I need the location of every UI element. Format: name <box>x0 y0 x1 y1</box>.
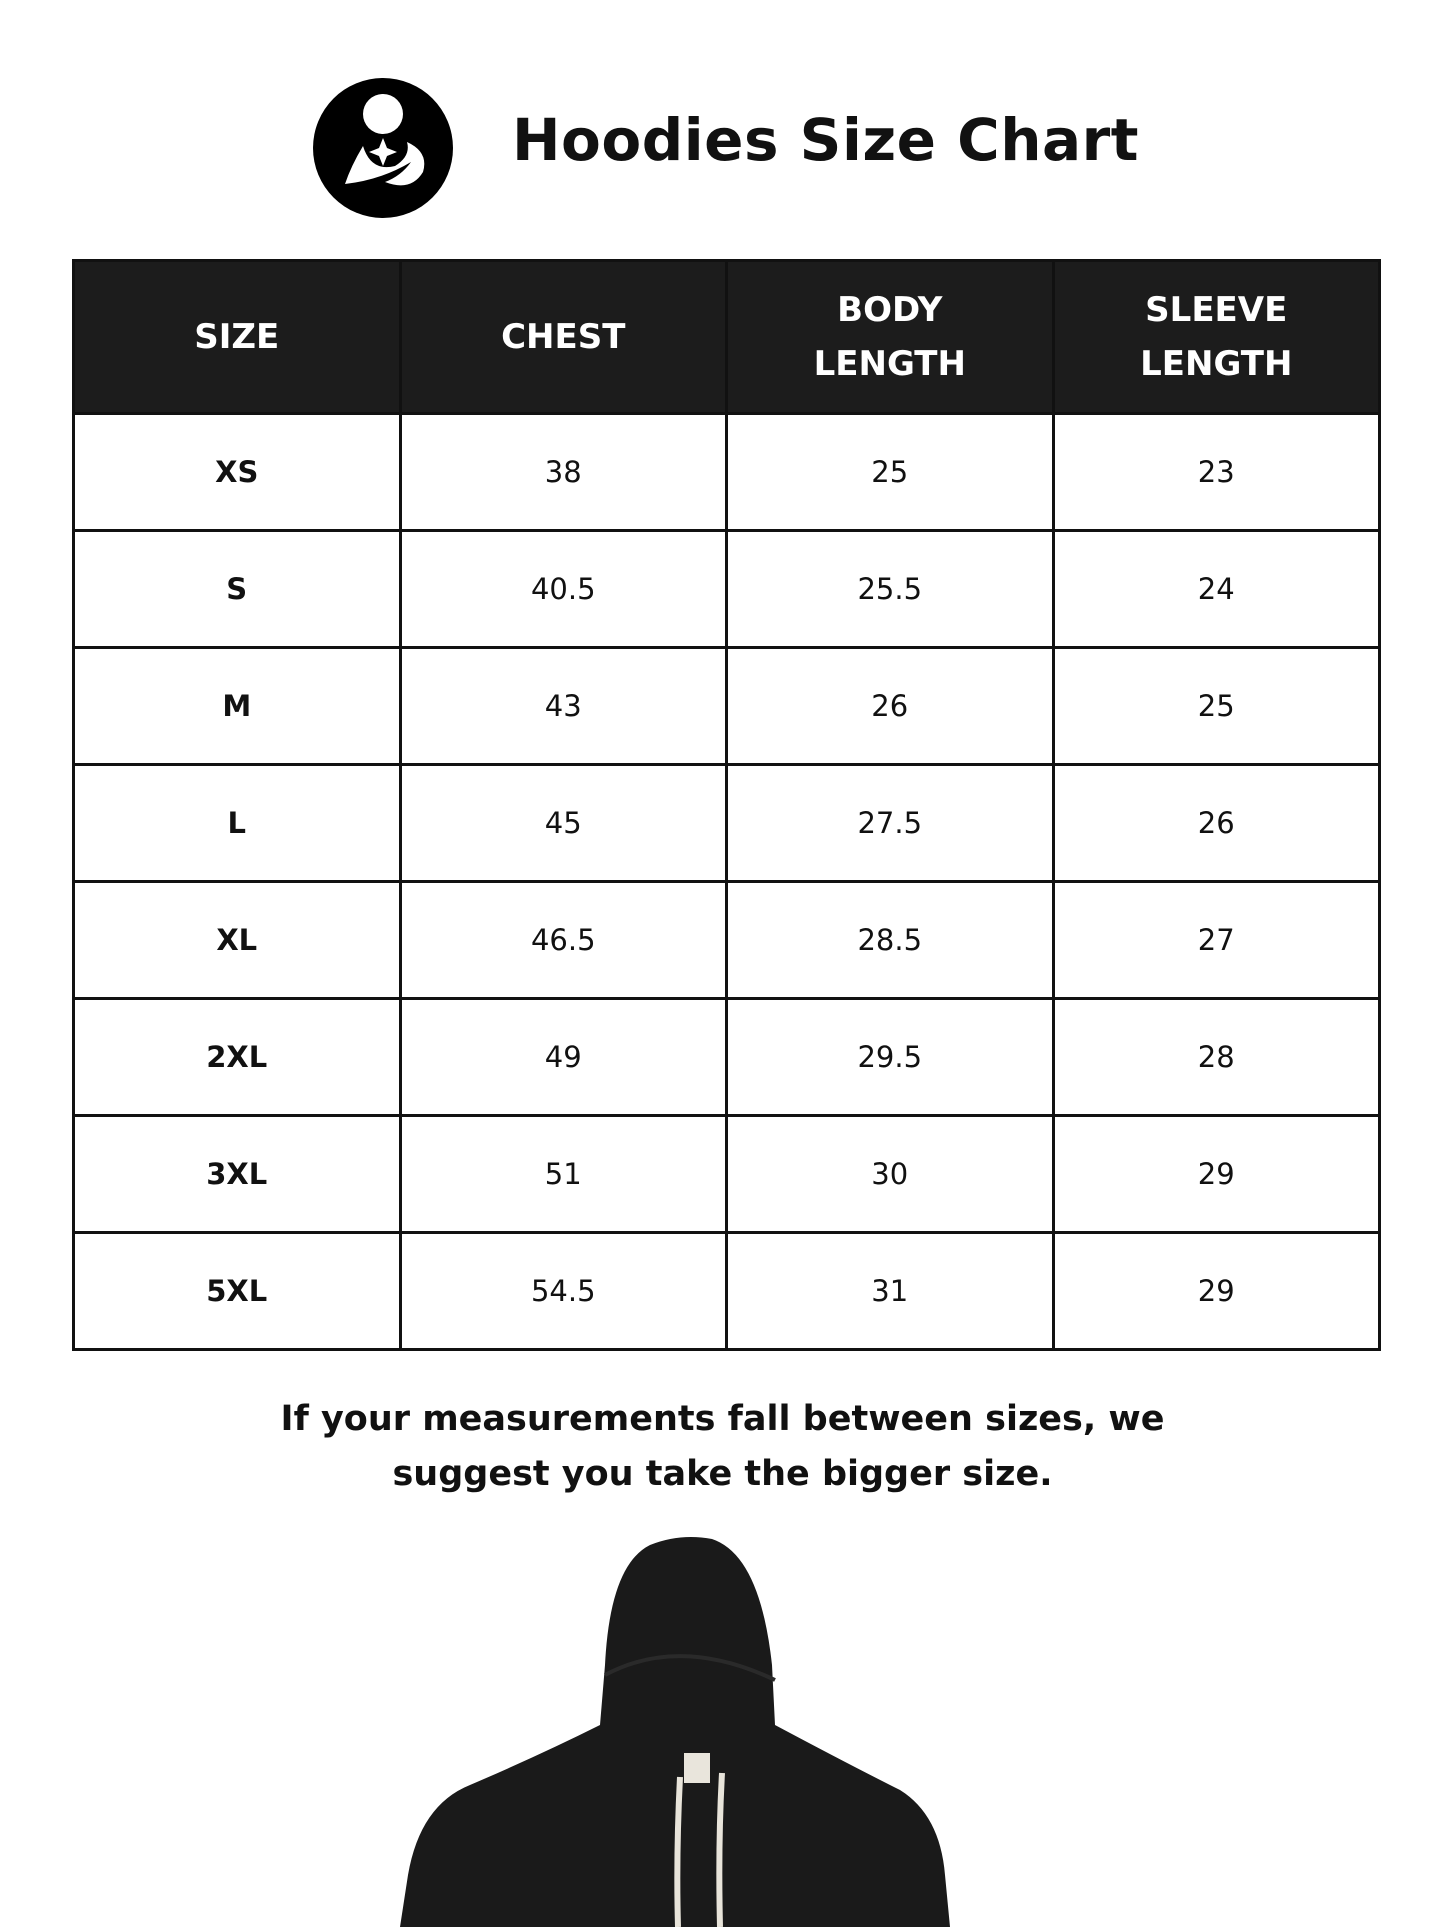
size-cell: 3XL <box>72 1114 402 1234</box>
table-row: 2XL 49 29.5 28 <box>72 997 1381 1117</box>
measurement-cell: 29.5 <box>725 997 1055 1117</box>
column-header-size: SIZE <box>72 259 402 415</box>
size-cell: M <box>72 646 402 766</box>
measurement-cell: 26 <box>1051 763 1381 883</box>
column-header-text: LENGTH <box>1140 344 1293 384</box>
measurement-cell: 29 <box>1051 1231 1381 1351</box>
measurement-cell: 49 <box>398 997 728 1117</box>
measurement-cell: 31 <box>725 1231 1055 1351</box>
measurement-cell: 28 <box>1051 997 1381 1117</box>
column-header-text: BODY <box>837 290 943 330</box>
brand-logo-icon <box>313 78 453 218</box>
measurement-cell: 25.5 <box>725 529 1055 649</box>
column-header-text: LENGTH <box>813 344 966 384</box>
measurement-cell: 27 <box>1051 880 1381 1000</box>
measurement-cell: 25 <box>1051 646 1381 766</box>
size-cell: 2XL <box>72 997 402 1117</box>
size-cell: L <box>72 763 402 883</box>
measurement-cell: 25 <box>725 412 1055 532</box>
table-row: 3XL 51 30 29 <box>72 1114 1381 1234</box>
measurement-cell: 23 <box>1051 412 1381 532</box>
measurement-cell: 29 <box>1051 1114 1381 1234</box>
size-chart-table: SIZE CHEST BODY LENGTH SLEEVE LENGTH XS 38 25 23… <box>72 259 1381 1351</box>
table-row: XS 38 25 23 <box>72 412 1381 532</box>
hoodie-image <box>400 1537 950 1927</box>
measurement-cell: 30 <box>725 1114 1055 1234</box>
table-row: XL 46.5 28.5 27 <box>72 880 1381 1000</box>
measurement-cell: 27.5 <box>725 763 1055 883</box>
table-row: M 43 26 25 <box>72 646 1381 766</box>
measurement-cell: 28.5 <box>725 880 1055 1000</box>
sizing-note: If your measurements fall between sizes,… <box>0 1392 1445 1502</box>
measurement-cell: 38 <box>398 412 728 532</box>
column-header-text: SIZE <box>194 317 280 357</box>
size-cell: XL <box>72 880 402 1000</box>
column-header-text: CHEST <box>501 317 626 357</box>
page-title: Hoodies Size Chart <box>512 106 1139 174</box>
measurement-cell: 51 <box>398 1114 728 1234</box>
table-header-row: SIZE CHEST BODY LENGTH SLEEVE LENGTH <box>72 259 1381 415</box>
column-header-sleeve: SLEEVE LENGTH <box>1051 259 1381 415</box>
column-header-text: SLEEVE <box>1145 290 1288 330</box>
sizing-note-line-2: suggest you take the bigger size. <box>392 1454 1053 1494</box>
measurement-cell: 26 <box>725 646 1055 766</box>
measurement-cell: 43 <box>398 646 728 766</box>
measurement-cell: 40.5 <box>398 529 728 649</box>
table-row: S 40.5 25.5 24 <box>72 529 1381 649</box>
measurement-cell: 46.5 <box>398 880 728 1000</box>
measurement-cell: 24 <box>1051 529 1381 649</box>
column-header-body: BODY LENGTH <box>725 259 1055 415</box>
table-row: L 45 27.5 26 <box>72 763 1381 883</box>
sizing-note-line-1: If your measurements fall between sizes,… <box>280 1399 1165 1439</box>
size-cell: S <box>72 529 402 649</box>
size-cell: 5XL <box>72 1231 402 1351</box>
column-header-chest: CHEST <box>398 259 728 415</box>
size-cell: XS <box>72 412 402 532</box>
measurement-cell: 54.5 <box>398 1231 728 1351</box>
measurement-cell: 45 <box>398 763 728 883</box>
table-row: 5XL 54.5 31 29 <box>72 1231 1381 1351</box>
